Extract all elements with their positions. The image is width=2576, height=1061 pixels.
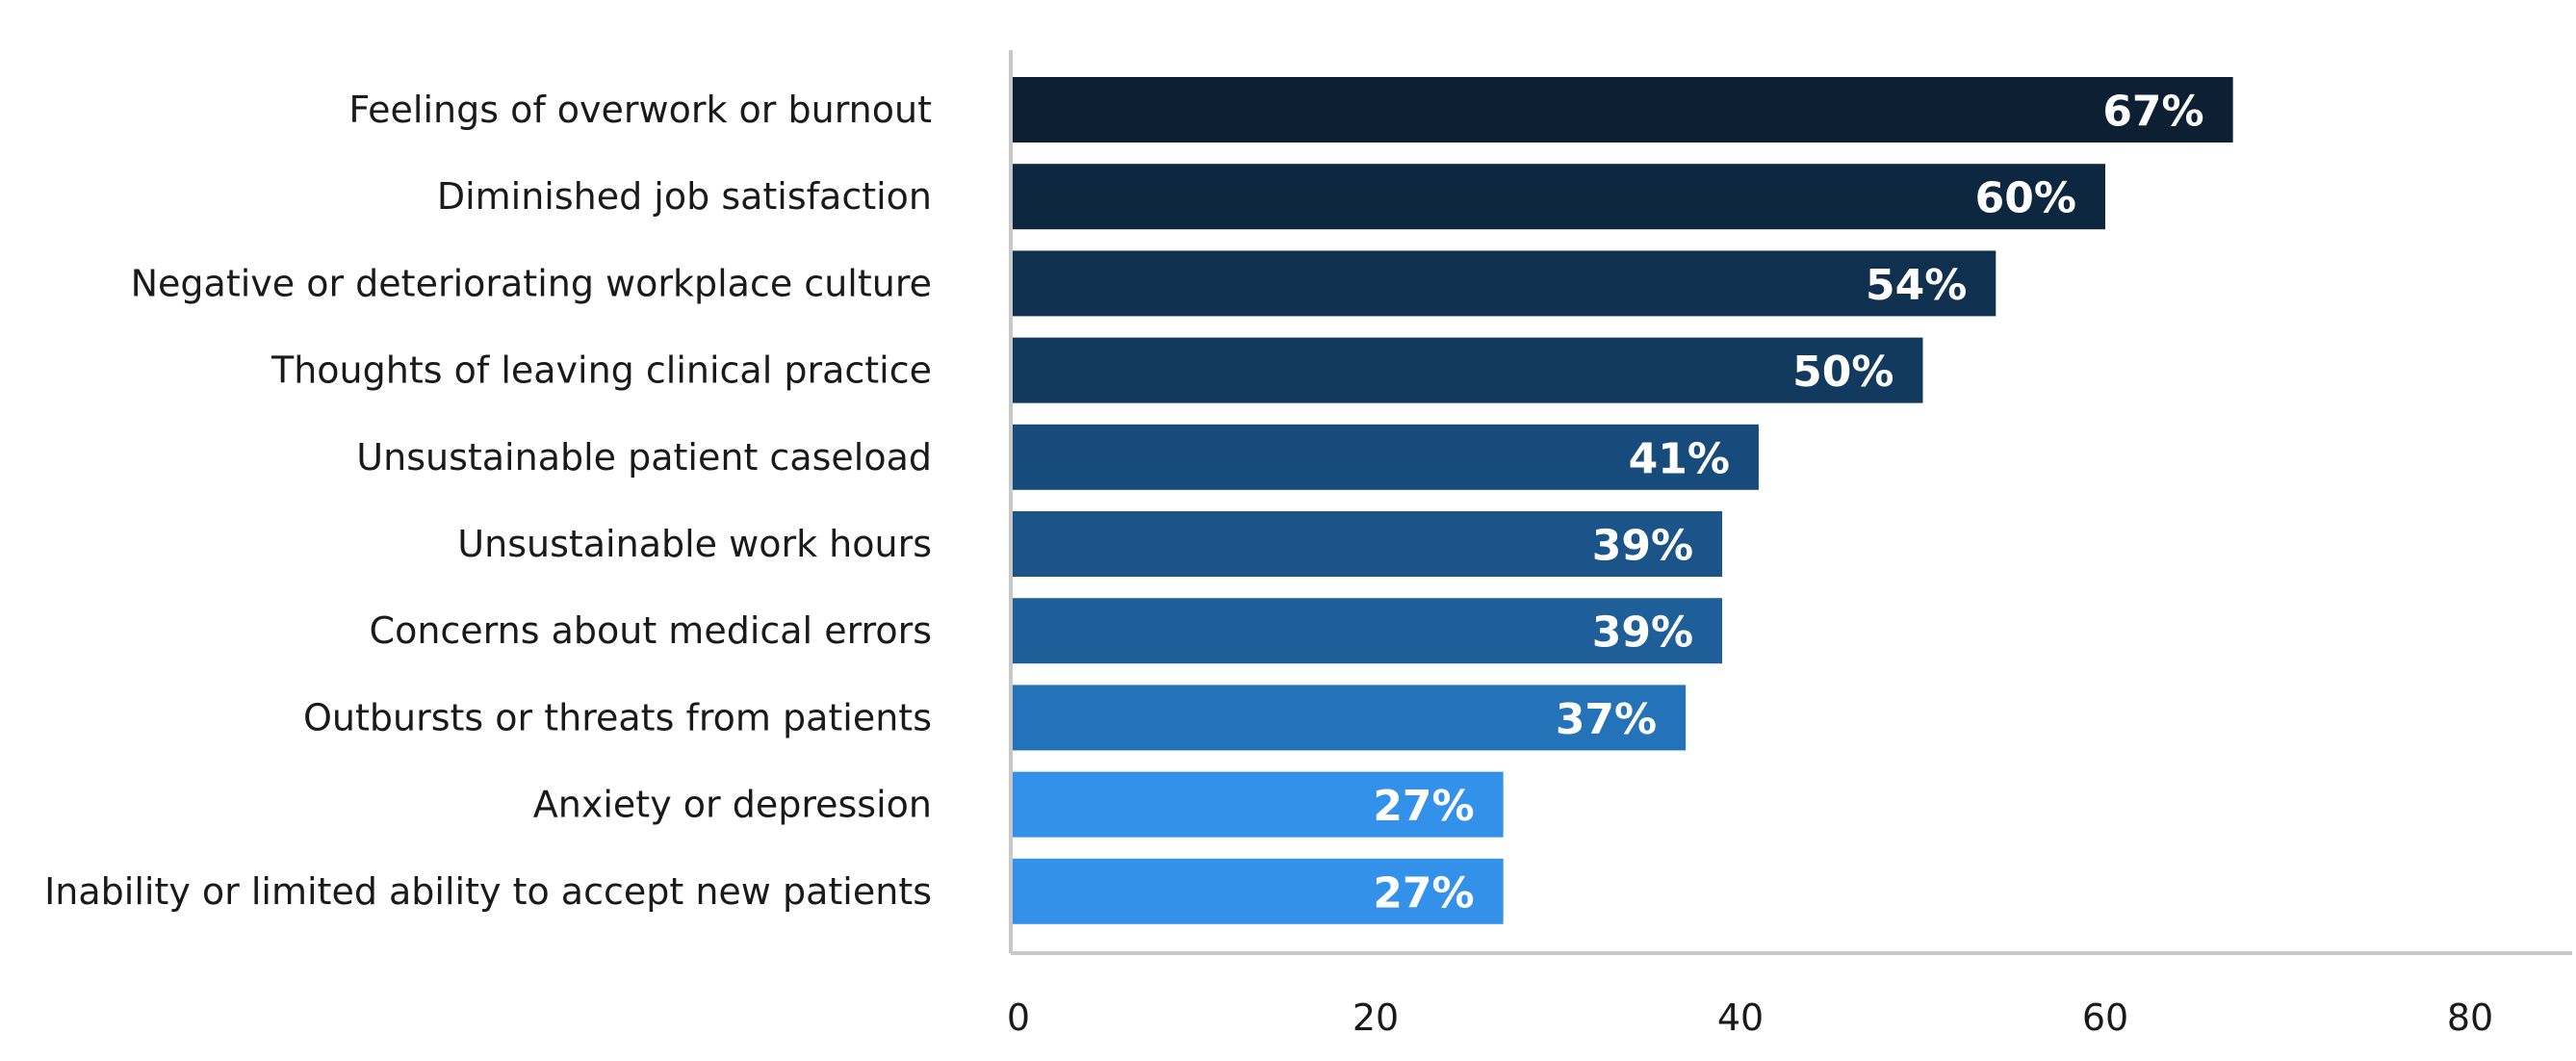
x-tick-labels-group: 0 20 40 60 80 <box>1007 996 2493 1039</box>
category-label-9: Anxiety or depression <box>533 784 932 826</box>
x-tick-label-20: 20 <box>1352 996 1399 1039</box>
value-label-7: 39% <box>1592 608 1693 658</box>
value-label-4: 50% <box>1792 348 1893 397</box>
x-tick-label-80: 80 <box>2447 996 2493 1039</box>
bar-1 <box>1011 77 2233 142</box>
value-label-9: 27% <box>1373 782 1474 831</box>
category-label-10: Inability or limited ability to accept n… <box>44 870 932 913</box>
bar-5 <box>1011 424 1759 490</box>
category-label-7: Concerns about medical errors <box>370 609 932 652</box>
bar-2 <box>1011 164 2105 230</box>
value-label-2: 60% <box>1975 174 2076 223</box>
value-labels-group: 67% 60%54% 50% 41% 39% 39% 37% 27% 27% <box>1373 88 2203 919</box>
x-tick-label-40: 40 <box>1717 996 1764 1039</box>
x-tick-label-60: 60 <box>2082 996 2128 1039</box>
value-label-5: 41% <box>1629 434 1730 483</box>
category-label-6: Unsustainable work hours <box>457 523 932 565</box>
category-label-1: Feelings of overwork or burnout <box>348 89 932 131</box>
category-label-8: Outbursts or threats from patients <box>303 696 932 738</box>
category-label-4: Thoughts of leaving clinical practice <box>270 349 932 392</box>
bar-3 <box>1011 250 1996 317</box>
bar-9 <box>1011 771 1504 838</box>
bar-4 <box>1011 337 1923 403</box>
category-label-3: Negative or deteriorating workplace cult… <box>131 262 932 304</box>
bars-group <box>1011 77 2233 924</box>
category-labels-group: Feelings of overwork or burnout Diminishe… <box>44 89 932 913</box>
bar-8 <box>1011 685 1687 751</box>
value-label-6: 39% <box>1592 522 1693 571</box>
bar-7 <box>1011 598 1723 664</box>
bar-10 <box>1011 858 1504 924</box>
value-label-3: 54% <box>1866 261 1967 310</box>
value-label-1: 67% <box>2102 88 2203 137</box>
category-label-5: Unsustainable patient caseload <box>356 436 932 479</box>
value-label-10: 27% <box>1373 868 1474 918</box>
category-label-2: Diminished job satisfaction <box>437 175 932 218</box>
axes-group <box>1009 50 2572 955</box>
bar-6 <box>1011 511 1723 577</box>
x-tick-label-0: 0 <box>1007 996 1030 1039</box>
value-label-8: 37% <box>1556 695 1657 744</box>
